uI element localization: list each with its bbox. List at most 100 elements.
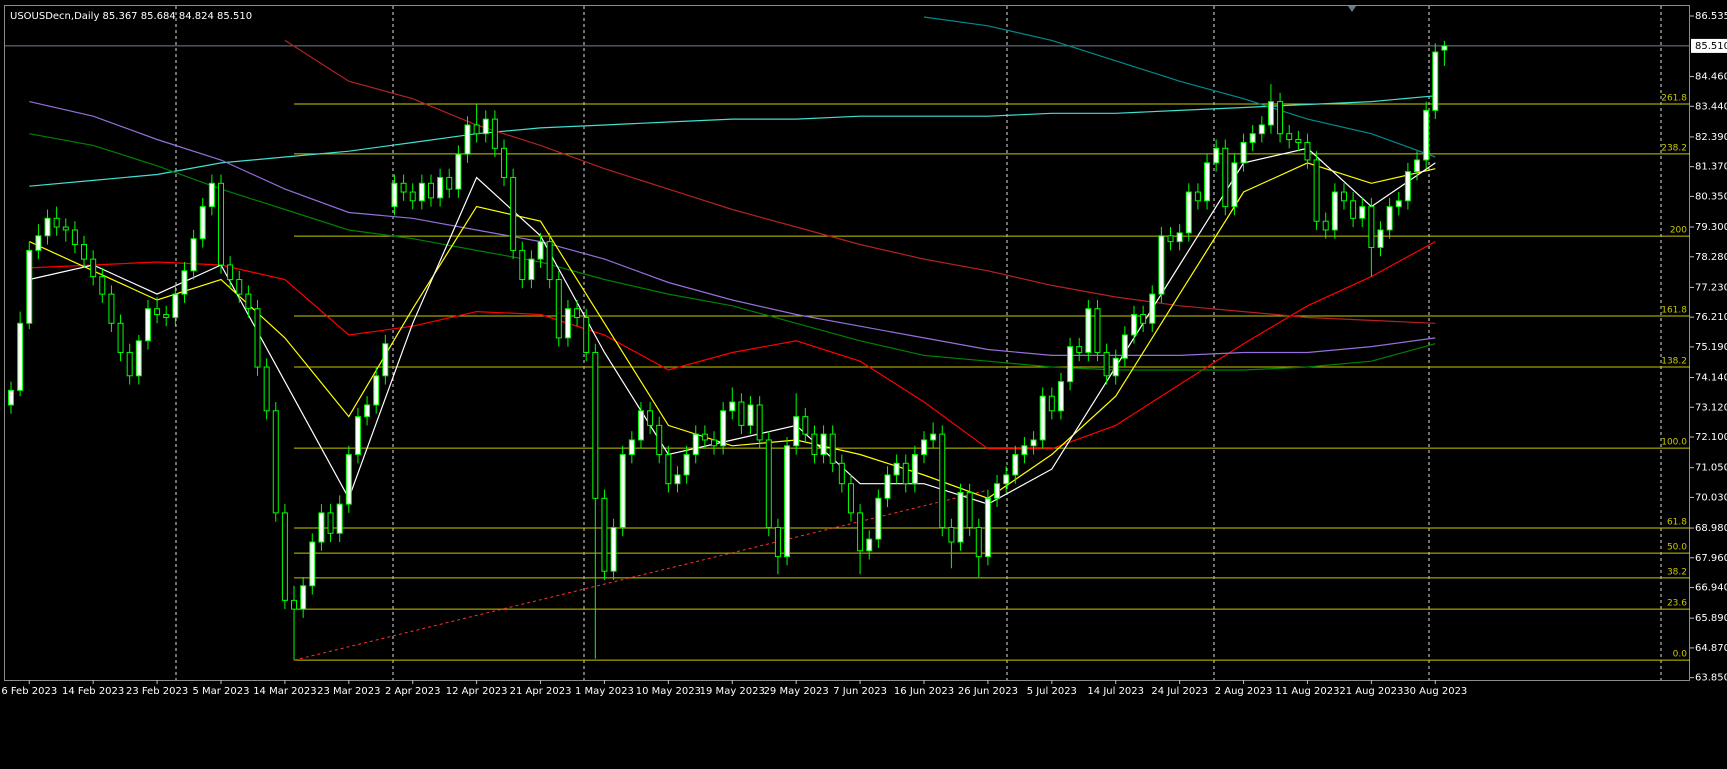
x-tick-label: 23 Mar 2023 xyxy=(317,686,380,697)
current-price-label: 85.510 xyxy=(1695,41,1727,52)
candle-body xyxy=(1076,346,1083,353)
candle-body xyxy=(921,439,927,456)
candle-body xyxy=(802,416,809,435)
candle-body xyxy=(1039,395,1046,441)
y-tick-label: 79.300 xyxy=(1695,222,1727,233)
candle-body xyxy=(665,454,672,485)
candle-body xyxy=(455,153,462,190)
candle-body xyxy=(473,124,480,135)
candle-body xyxy=(1030,439,1037,447)
candle-body xyxy=(1176,232,1183,243)
candle-body xyxy=(1414,159,1421,173)
candle-body xyxy=(656,424,663,456)
candle-body xyxy=(1368,206,1375,248)
candle-body xyxy=(510,176,517,251)
candle-body xyxy=(957,491,964,543)
candle-body xyxy=(1130,314,1137,336)
x-tick-label: 16 Jun 2023 xyxy=(894,686,954,697)
candle-body xyxy=(1112,357,1119,377)
candle-body xyxy=(1404,171,1411,202)
y-tick-label: 71.050 xyxy=(1695,463,1727,474)
candle-body xyxy=(208,182,215,208)
x-tick-label: 2 Aug 2023 xyxy=(1215,686,1273,697)
candle-body xyxy=(619,454,626,528)
y-tick-label: 70.030 xyxy=(1695,492,1727,503)
candle-body xyxy=(711,439,718,447)
candle-body xyxy=(847,483,854,514)
candle-body xyxy=(701,433,708,441)
candle-body xyxy=(911,454,918,485)
candle-body xyxy=(227,264,234,281)
candle-body xyxy=(1322,220,1329,231)
candle-body xyxy=(281,512,288,601)
x-tick-label: 6 Feb 2023 xyxy=(1,686,57,697)
y-tick-label: 74.140 xyxy=(1695,373,1727,384)
y-tick-label: 67.960 xyxy=(1695,553,1727,564)
candle-body xyxy=(829,433,836,464)
candle-body xyxy=(318,512,325,543)
candle-body xyxy=(491,118,498,149)
candle-body xyxy=(592,351,599,499)
candle-body xyxy=(1158,235,1165,295)
candle-body xyxy=(784,445,791,558)
candle-body xyxy=(1003,474,1010,485)
candle-body xyxy=(1441,45,1448,51)
candle-body xyxy=(90,258,97,278)
x-tick-label: 5 Jul 2023 xyxy=(1027,686,1077,697)
candle-body xyxy=(1204,162,1211,202)
y-tick-label: 83.440 xyxy=(1695,101,1727,112)
candle-body xyxy=(354,416,361,456)
candle-body xyxy=(382,343,389,377)
candle-body xyxy=(217,182,224,266)
candle-body xyxy=(1304,141,1311,161)
fib-label: 0.0 xyxy=(1673,650,1688,660)
candle-body xyxy=(1331,191,1338,231)
fib-label: 261.8 xyxy=(1661,93,1687,103)
fib-label: 100.0 xyxy=(1661,438,1687,448)
candle-body xyxy=(300,585,307,610)
candle-body xyxy=(26,249,33,324)
candle-body xyxy=(537,241,544,260)
x-tick-label: 12 Apr 2023 xyxy=(446,686,508,697)
candle-body xyxy=(610,526,617,572)
moving-average xyxy=(29,162,1436,499)
candle-body xyxy=(163,314,170,318)
candle-body xyxy=(1194,191,1201,202)
candle-body xyxy=(994,483,1001,499)
current-price-box xyxy=(1691,38,1727,53)
y-tick-label: 65.890 xyxy=(1695,613,1727,624)
candle-body xyxy=(902,462,909,485)
candle-body xyxy=(482,118,489,135)
y-tick-label: 64.870 xyxy=(1695,643,1727,654)
candle-body xyxy=(1432,51,1439,111)
moving-average xyxy=(29,147,1436,505)
candle-body xyxy=(391,182,398,208)
candle-body xyxy=(446,176,453,190)
y-tick-label: 73.120 xyxy=(1695,402,1727,413)
candle-body xyxy=(738,401,745,426)
candle-body xyxy=(857,512,864,552)
x-tick-label: 29 May 2023 xyxy=(764,686,829,697)
moving-average xyxy=(29,133,1436,371)
candle-body xyxy=(245,293,252,310)
candle-body xyxy=(437,176,444,199)
candle-body xyxy=(975,526,982,558)
x-tick-label: 21 Apr 2023 xyxy=(510,686,572,697)
candle-body xyxy=(400,182,407,193)
candle-body xyxy=(1085,308,1092,353)
candle-body xyxy=(236,279,243,295)
candle-body xyxy=(1267,101,1274,126)
candle-body xyxy=(1185,191,1192,234)
y-tick-label: 82.390 xyxy=(1695,132,1727,143)
candle-body xyxy=(756,404,763,441)
candle-body xyxy=(35,235,42,251)
fib-label: 61.8 xyxy=(1667,518,1687,528)
candle-body xyxy=(1295,139,1302,143)
y-tick-label: 81.370 xyxy=(1695,162,1727,173)
candle-body xyxy=(1222,147,1229,208)
candle-body xyxy=(866,538,873,552)
candle-body xyxy=(1213,147,1220,164)
candle-body xyxy=(820,433,827,456)
candle-body xyxy=(1240,141,1247,164)
candle-body xyxy=(574,308,581,318)
